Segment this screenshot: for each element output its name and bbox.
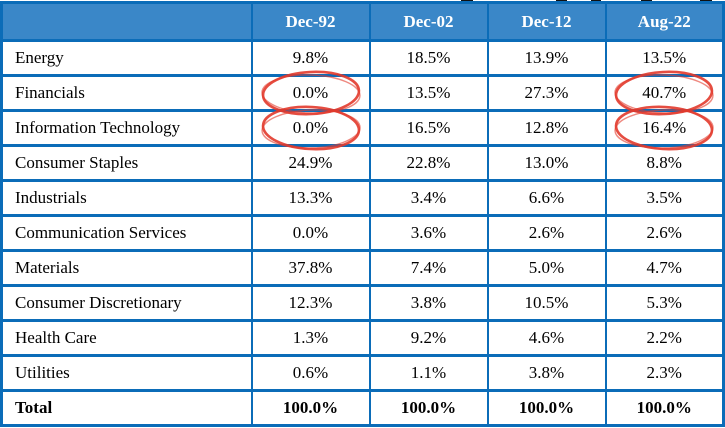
- row-label: Financials: [0, 74, 253, 112]
- cell-value-circled: 0.0%: [250, 70, 371, 116]
- row-label: Utilities: [0, 354, 253, 392]
- cell-value: 10.5%: [486, 284, 607, 322]
- row-label: Consumer Discretionary: [0, 284, 253, 322]
- table-row-energy: Energy 9.8% 18.5% 13.9% 13.5%: [0, 39, 725, 77]
- row-label: Materials: [0, 249, 253, 287]
- cell-value: 1.1%: [368, 354, 489, 392]
- cell-value: 13.5%: [368, 74, 489, 112]
- cell-value: 13.5%: [604, 39, 725, 77]
- cell-value: 12.3%: [250, 284, 371, 322]
- row-label: Consumer Staples: [0, 144, 253, 182]
- cell-value: 13.0%: [486, 144, 607, 182]
- table-row-materials: Materials 37.8% 7.4% 5.0% 4.7%: [0, 249, 725, 287]
- table-row-consumer-staples: Consumer Staples 24.9% 22.8% 13.0% 8.8%: [0, 144, 725, 182]
- cell-value: 2.2%: [604, 319, 725, 357]
- column-header-dec12: Dec-12: [486, 1, 607, 42]
- cell-value: 3.5%: [604, 179, 725, 217]
- table-row-total: Total 100.0% 100.0% 100.0% 100.0%: [0, 389, 725, 427]
- cell-value: 3.6%: [368, 214, 489, 252]
- row-label: Industrials: [0, 179, 253, 217]
- cell-value: 27.3%: [486, 74, 607, 112]
- table-row-financials: Financials 0.0% 13.5% 27.3% 40.7%: [0, 70, 725, 116]
- cell-value: 9.8%: [250, 39, 371, 77]
- row-label: Information Technology: [0, 109, 253, 147]
- cell-value: 4.6%: [486, 319, 607, 357]
- cell-value: 9.2%: [368, 319, 489, 357]
- cell-value: 37.8%: [250, 249, 371, 287]
- cell-value: 3.8%: [368, 284, 489, 322]
- table-row-health-care: Health Care 1.3% 9.2% 4.6% 2.2%: [0, 319, 725, 357]
- row-label: Health Care: [0, 319, 253, 357]
- table-row-consumer-discretionary: Consumer Discretionary 12.3% 3.8% 10.5% …: [0, 284, 725, 322]
- cell-value: 13.9%: [486, 39, 607, 77]
- header-row: Dec-92 Dec-02 Dec-12 Aug-22: [0, 1, 725, 42]
- cell-value: 100.0%: [486, 389, 607, 427]
- table-row-utilities: Utilities 0.6% 1.1% 3.8% 2.3%: [0, 354, 725, 392]
- column-header-aug22: Aug-22: [604, 1, 725, 42]
- cell-value: 0.0%: [250, 214, 371, 252]
- cell-value: 7.4%: [368, 249, 489, 287]
- cell-value: 5.0%: [486, 249, 607, 287]
- cell-value-circled: 40.7%: [604, 70, 725, 116]
- cell-value-circled: 16.4%: [604, 105, 725, 151]
- cell-value: 2.6%: [486, 214, 607, 252]
- cell-value: 2.3%: [604, 354, 725, 392]
- column-header-dec02: Dec-02: [368, 1, 489, 42]
- cell-value: 13.3%: [250, 179, 371, 217]
- cell-value: 12.8%: [486, 109, 607, 147]
- corner-header-cell: [0, 1, 253, 42]
- cell-value: 18.5%: [368, 39, 489, 77]
- cell-value: 1.3%: [250, 319, 371, 357]
- cell-value: 5.3%: [604, 284, 725, 322]
- table-row-communication-services: Communication Services 0.0% 3.6% 2.6% 2.…: [0, 214, 725, 252]
- cell-value: 24.9%: [250, 144, 371, 182]
- cell-value-circled: 0.0%: [250, 105, 371, 151]
- cell-value: 3.4%: [368, 179, 489, 217]
- row-label: Communication Services: [0, 214, 253, 252]
- cell-value: 4.7%: [604, 249, 725, 287]
- cell-value: 2.6%: [604, 214, 725, 252]
- column-header-dec92: Dec-92: [250, 1, 371, 42]
- row-label: Total: [0, 389, 253, 427]
- cell-value: 3.8%: [486, 354, 607, 392]
- cell-value: 16.5%: [368, 109, 489, 147]
- cell-value: 6.6%: [486, 179, 607, 217]
- cell-value: 100.0%: [250, 389, 371, 427]
- cell-value: 0.6%: [250, 354, 371, 392]
- cell-value: 8.8%: [604, 144, 725, 182]
- cell-value: 22.8%: [368, 144, 489, 182]
- row-label: Energy: [0, 39, 253, 77]
- cell-value: 100.0%: [368, 389, 489, 427]
- table-row-information-technology: Information Technology 0.0% 16.5% 12.8% …: [0, 105, 725, 151]
- table-row-industrials: Industrials 13.3% 3.4% 6.6% 3.5%: [0, 179, 725, 217]
- cell-value: 100.0%: [604, 389, 725, 427]
